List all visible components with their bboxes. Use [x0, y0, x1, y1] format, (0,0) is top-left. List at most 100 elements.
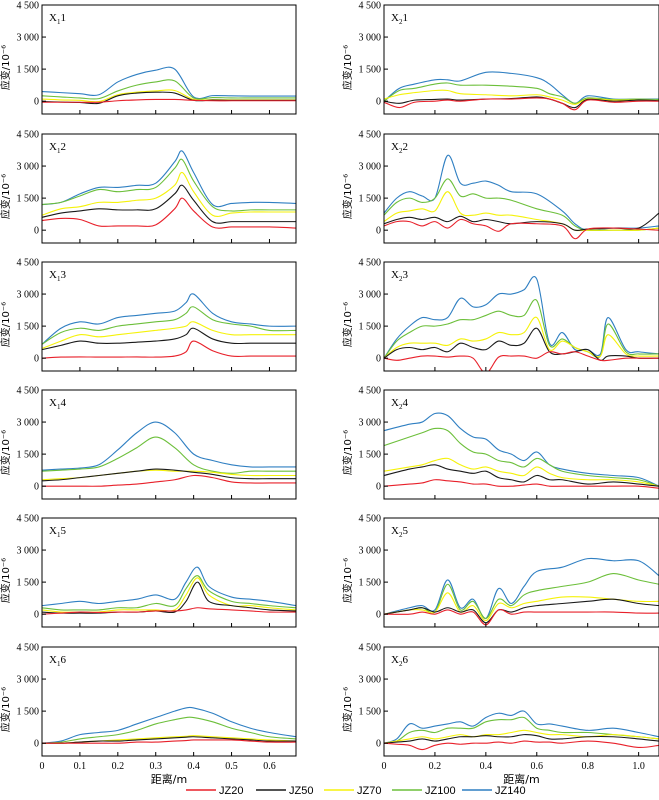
series-line-jz140	[384, 710, 659, 744]
panel-title: X24	[391, 397, 408, 411]
y-tick-label: 1 500	[17, 65, 40, 76]
y-tick-label: 3 000	[359, 33, 382, 44]
y-tick-label: 4 500	[359, 386, 382, 397]
x-tick-label: 1.0	[632, 761, 645, 772]
panel-x1-6: 0 1 500 3 000 4 500 0 0.1 0.2 0.3 0.4 0.5 0.6 应变/10…	[0, 643, 297, 786]
y-tick-label: 1 500	[17, 707, 40, 718]
panel-x2-2: 0 1 500 3 000 4 500 应变/10⁻⁶ X22	[341, 130, 659, 244]
panel-title: X26	[391, 654, 408, 668]
y-axis-label: 应变/10⁻⁶	[341, 558, 354, 603]
legend-label-jz140: JZ140	[495, 785, 526, 797]
x-tick-label: 0.1	[74, 761, 87, 772]
x-tick-label: 0	[382, 761, 387, 772]
panel-title: X25	[391, 525, 408, 539]
y-axis-label: 应变/10⁻⁶	[341, 174, 354, 219]
series-line-jz70	[384, 592, 659, 622]
y-axis-label: 应变/10⁻⁶	[341, 302, 354, 347]
plot-frame	[41, 389, 297, 500]
panel-title: X11	[49, 12, 66, 26]
y-tick-label: 0	[376, 482, 381, 493]
series-lines	[384, 412, 659, 489]
x-tick-label: 0.3	[149, 761, 162, 772]
y-axis-label: 应变/10⁻⁶	[341, 430, 354, 475]
series-line-jz70	[384, 316, 659, 359]
x-axis-label: 距离/m	[503, 772, 539, 786]
plot-frame	[383, 261, 659, 372]
y-tick-label: 0	[34, 739, 39, 750]
y-tick-label: 3 000	[17, 162, 40, 173]
y-tick-label: 0	[34, 482, 39, 493]
y-tick-label: 3 000	[359, 675, 382, 686]
series-lines	[384, 154, 659, 240]
y-tick-label: 4 500	[17, 130, 40, 141]
series-line-jz140	[42, 150, 296, 208]
series-lines	[384, 557, 659, 626]
series-line-jz20	[42, 607, 296, 615]
y-tick-label: 1 500	[17, 194, 40, 205]
x-tick-label: 0.2	[112, 761, 125, 772]
panel-x1-3: 0 1 500 3 000 4 500 应变/10⁻⁶ X13	[0, 258, 297, 372]
y-tick-label: 4 500	[359, 1, 382, 12]
y-axis-label: 应变/10⁻⁶	[0, 558, 12, 603]
series-lines	[42, 293, 296, 359]
y-axis-label: 应变/10⁻⁶	[0, 302, 12, 347]
plot-frame	[41, 646, 297, 757]
series-line-jz140	[42, 66, 296, 100]
panel-title: X14	[49, 397, 66, 411]
plot-frame	[383, 646, 659, 757]
series-line-jz140	[42, 706, 296, 744]
y-tick-label: 3 000	[359, 290, 382, 301]
series-line-jz50	[384, 327, 659, 362]
y-tick-label: 1 500	[359, 322, 382, 333]
y-tick-label: 4 500	[17, 258, 40, 269]
legend-label-jz50: JZ50	[289, 785, 313, 797]
plot-frame	[383, 389, 659, 500]
y-tick-label: 0	[376, 610, 381, 621]
y-tick-label: 0	[34, 226, 39, 237]
y-tick-label: 4 500	[359, 130, 382, 141]
panel-x2-1: 0 1 500 3 000 4 500 应变/10⁻⁶ X21	[341, 1, 659, 115]
y-tick-label: 4 500	[17, 386, 40, 397]
series-line-jz70	[42, 577, 296, 613]
y-tick-label: 0	[376, 97, 381, 108]
series-line-jz140	[42, 566, 296, 607]
x-tick-label: 0	[40, 761, 45, 772]
panel-x2-6: 0 1 500 3 000 4 500 0 0.2 0.4 0.6 0.8 1.0 应变/10⁻⁶ X…	[341, 643, 659, 786]
panel-x1-1: 0 1 500 3 000 4 500 应变/10⁻⁶ X11	[0, 1, 297, 115]
y-axis-label: 应变/10⁻⁶	[0, 174, 12, 219]
y-tick-label: 0	[34, 354, 39, 365]
x-tick-label: 0.6	[531, 761, 544, 772]
series-lines	[384, 710, 659, 751]
y-tick-label: 0	[376, 739, 381, 750]
y-tick-label: 1 500	[17, 322, 40, 333]
series-line-jz70	[384, 191, 659, 232]
panel-x1-4: 0 1 500 3 000 4 500 应变/10⁻⁶ X14	[0, 386, 297, 500]
y-tick-label: 4 500	[359, 514, 382, 525]
series-line-jz100	[42, 306, 296, 345]
y-tick-label: 1 500	[17, 450, 40, 461]
panel-title: X22	[391, 141, 408, 155]
x-tick-label: 0.2	[429, 761, 442, 772]
series-line-jz20	[384, 97, 659, 111]
panel-title: X12	[49, 141, 66, 155]
y-tick-label: 3 000	[359, 546, 382, 557]
series-lines	[42, 706, 296, 744]
x-tick-label: 0.6	[263, 761, 276, 772]
panel-x2-5: 0 1 500 3 000 4 500 应变/10⁻⁶ X25	[341, 514, 659, 628]
series-line-jz100	[384, 299, 659, 359]
y-tick-label: 3 000	[359, 418, 382, 429]
x-tick-label: 0.5	[225, 761, 238, 772]
plot-frame	[383, 4, 659, 115]
panel-title: X15	[49, 525, 66, 539]
y-tick-label: 0	[376, 226, 381, 237]
panel-x2-3: 0 1 500 3 000 4 500 应变/10⁻⁶ X23	[341, 258, 659, 372]
series-line-jz70	[384, 89, 659, 105]
y-tick-label: 0	[34, 97, 39, 108]
series-lines	[42, 566, 296, 615]
series-line-jz20	[384, 740, 659, 751]
y-axis-label: 应变/10⁻⁶	[0, 430, 12, 475]
panel-x2-4: 0 1 500 3 000 4 500 应变/10⁻⁶ X24	[341, 386, 659, 500]
y-tick-label: 3 000	[17, 418, 40, 429]
x-tick-label: 0.4	[480, 761, 493, 772]
y-tick-label: 1 500	[359, 194, 382, 205]
